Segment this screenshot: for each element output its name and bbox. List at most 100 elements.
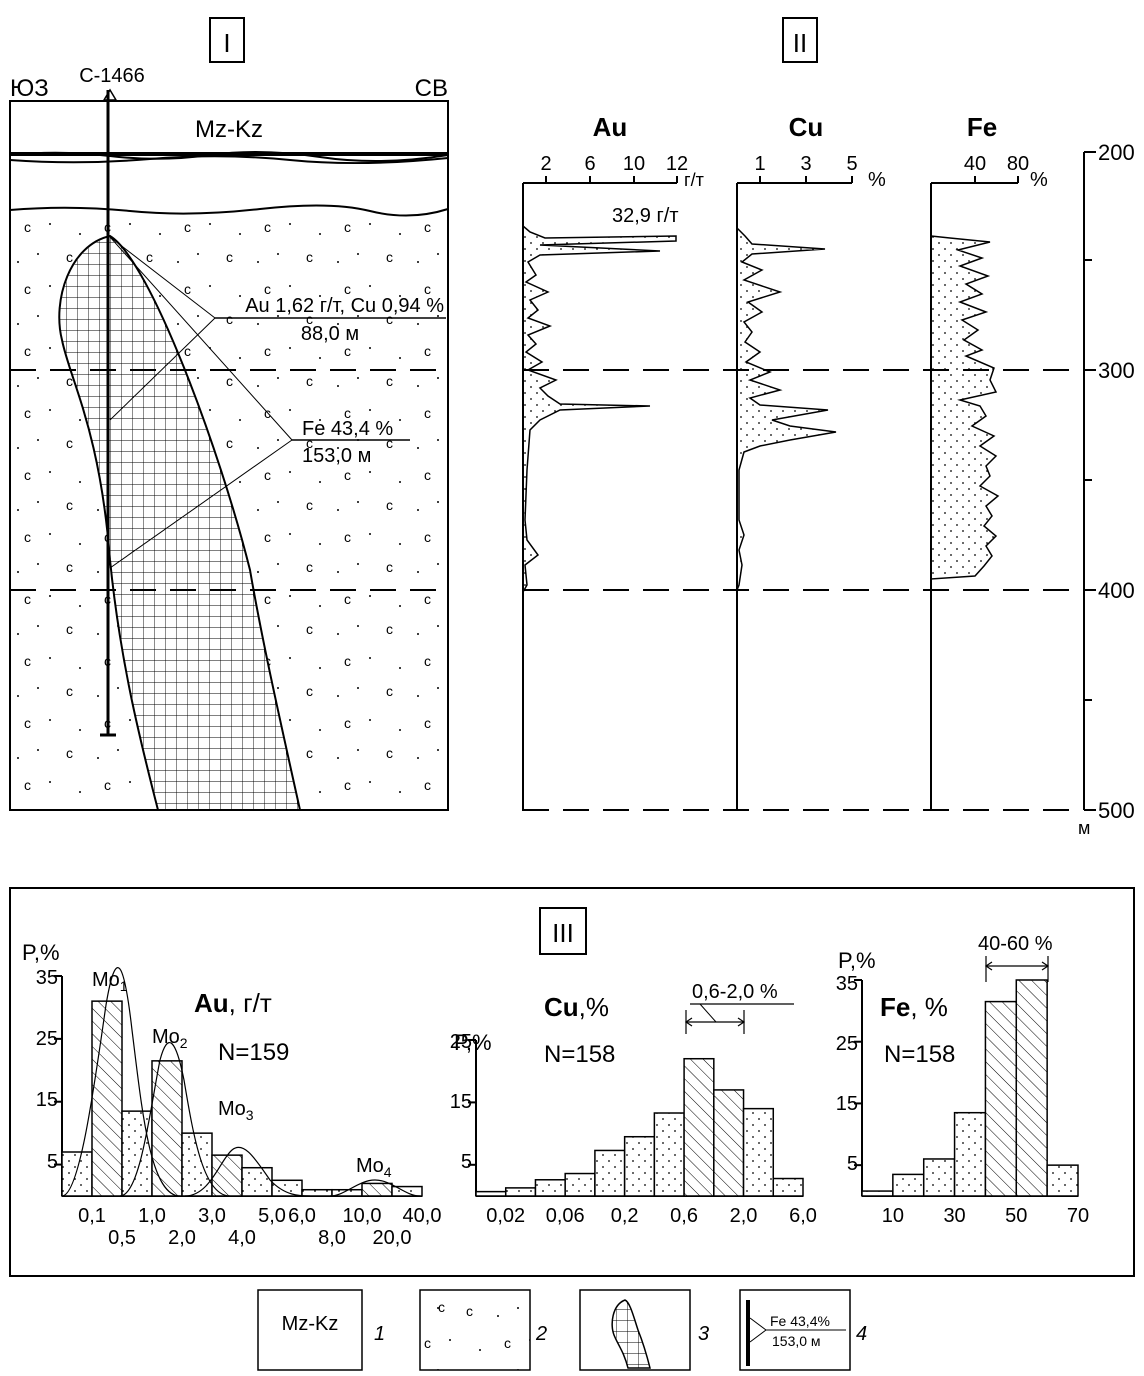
hist-au-xtick-label: 20,0 [373, 1227, 412, 1249]
hist-cu-xticks: 0,02 0,06 0,2 0,6 2,0 6,0 [486, 1205, 817, 1227]
cu-tick-5: 5 [846, 153, 857, 175]
hist-fe-title: Fe, % [880, 992, 948, 1022]
hist-cu-bar [534, 1179, 566, 1197]
au-tick-10: 10 [623, 153, 645, 175]
log-title-fe: Fe [967, 112, 997, 142]
hist-au-xtick-label: 0,5 [108, 1227, 136, 1249]
logs-panel: II Au Cu Fe 2 6 10 12 г/т 32,9 г/т 1 3 5… [522, 17, 1135, 838]
hist-fe-xtick-label: 10 [882, 1205, 904, 1227]
hist-fe-bar [1046, 1164, 1079, 1197]
hist-au-bar [301, 1188, 333, 1197]
hist-au-xtick-label: 6,0 [288, 1205, 316, 1227]
panel-label-box-3 [539, 907, 587, 955]
hist-fe-range-arrowheads [984, 961, 1050, 971]
hist-au-xtick-label: 40,0 [403, 1205, 442, 1227]
hist-fe-xtick-label: 50 [1005, 1205, 1027, 1227]
cu-tick-1: 1 [754, 153, 765, 175]
depth-unit: м [1078, 818, 1090, 838]
hist-au-bar [271, 1179, 303, 1197]
au-tick-2: 2 [540, 153, 551, 175]
hist-au-xtick-label: 0,1 [78, 1205, 106, 1227]
cover-label: Mz-Kz [195, 116, 263, 143]
legend-2-num: 2 [535, 1323, 547, 1345]
hist-cu-ytick-5: 5 [461, 1151, 472, 1173]
fe-log-curve [930, 235, 1000, 580]
hist-au-mode1-curve [61, 967, 181, 1197]
hist-cu-range-leader [699, 1003, 717, 1023]
hist-au-xtick-label: 5,0 [258, 1205, 286, 1227]
interval-au-cu-length: 88,0 м [301, 323, 359, 345]
hist-cu: P,% 25 15 5 0,6-2,0 % Cu,% N=158 0,02 0,0… [450, 981, 817, 1227]
hist-au-title: Au, г/т [194, 988, 272, 1018]
hist-fe-range-label: 40-60 % [978, 933, 1053, 955]
hist-au-bar [91, 1000, 123, 1197]
direction-ne: СВ [415, 75, 448, 102]
legend: Mz-Kz 1 c 2 3 Fe 43,4% 153,0 м 4 [257, 1289, 867, 1371]
hist-fe-ylabel: P,% [838, 948, 876, 973]
hist-au-ylabel: P,% [22, 940, 60, 965]
legend-3-orebody-icon [611, 1299, 651, 1369]
hist-au-mode3-curve [184, 1146, 311, 1197]
hist-cu-range-label: 0,6-2,0 % [692, 981, 778, 1003]
well-collar-icon [102, 88, 118, 101]
hist-cu-ytick-25: 25 [450, 1031, 472, 1053]
cu-log-curve [736, 226, 837, 591]
hist-cu-range-arrowheads [684, 1017, 746, 1027]
legend-item-3: 3 [579, 1289, 709, 1371]
hist-au-ytick-25: 25 [36, 1028, 58, 1050]
hist-cu-bar [713, 1089, 745, 1197]
depth-tick-300: 300 [1098, 358, 1135, 383]
ore-body [58, 234, 302, 811]
hist-cu-bars [468, 1039, 804, 1197]
hist-fe-bar [953, 1111, 987, 1197]
au-scale-ticks [545, 176, 678, 183]
hist-cu-xtick-label: 0,2 [611, 1205, 639, 1227]
hist-fe-bar [861, 1190, 894, 1197]
hist-cu-xtick-label: 0,02 [486, 1205, 525, 1227]
panel-label-3: III [552, 918, 574, 948]
hist-au-bar [241, 1166, 273, 1197]
interval-au-cu: Au 1,62 г/т, Cu 0,94 % 88,0 м [109, 236, 446, 421]
cu-unit: % [868, 169, 886, 191]
hist-au-xtick-label: 4,0 [228, 1227, 256, 1249]
hist-fe-bars [854, 979, 1079, 1197]
histogram-panel: III P,% 35 25 15 5 Mo1 Mo2 Mo3 Mo4 Au, г… [9, 887, 1135, 1277]
hist-au-xtick-label: 10,0 [343, 1205, 382, 1227]
fe-tick-40: 40 [964, 153, 986, 175]
hist-cu-bar [653, 1112, 685, 1197]
hist-au-mode3: Mo3 [218, 1098, 254, 1123]
hist-au-bar [181, 1132, 213, 1197]
hist-cu-bar [623, 1135, 656, 1197]
panel-label-2: II [793, 28, 807, 58]
fe-unit: % [1030, 169, 1048, 191]
cu-scale-ticks [759, 176, 853, 183]
hist-au-bar [391, 1185, 423, 1197]
au-tick-6: 6 [584, 153, 595, 175]
hist-cu-bar [594, 1149, 626, 1197]
hist-cu-xtick-label: 0,06 [546, 1205, 585, 1227]
legend-item-4: Fe 43,4% 153,0 м 4 [739, 1289, 867, 1371]
hist-cu-ytick-15: 15 [450, 1091, 472, 1113]
legend-4-num: 4 [856, 1323, 867, 1345]
hist-cu-bar [742, 1107, 775, 1197]
hist-au: P,% 35 25 15 5 Mo1 Mo2 Mo3 Mo4 Au, г/т N… [22, 940, 441, 1249]
hist-fe-xtick-label: 70 [1067, 1205, 1089, 1227]
panel-label-1: I [223, 28, 230, 58]
hist-au-xticks: 0,1 1,0 3,0 5,0 6,0 10,0 40,0 0,5 2,0 4,0 8,0 20,0 [78, 1205, 441, 1249]
hist-au-mode4-curve [329, 1179, 421, 1197]
log-title-cu: Cu [789, 112, 824, 142]
hist-fe-ytick-15: 15 [836, 1093, 858, 1115]
legend-3-num: 3 [698, 1323, 709, 1345]
legend-1-text: Mz-Kz [282, 1313, 339, 1335]
hist-au-mode2-curve [119, 1041, 231, 1197]
depth-tick-200: 200 [1098, 140, 1135, 165]
hist-cu-xtick-label: 0,6 [670, 1205, 698, 1227]
legend-4-text2: 153,0 м [772, 1333, 821, 1349]
cu-tick-3: 3 [800, 153, 811, 175]
hist-fe-bar [892, 1173, 925, 1197]
hist-cu-bar [683, 1057, 715, 1197]
hist-cu-bar [504, 1187, 537, 1197]
fe-scale-ticks [974, 176, 1019, 183]
depth-tick-500: 500 [1098, 798, 1135, 823]
